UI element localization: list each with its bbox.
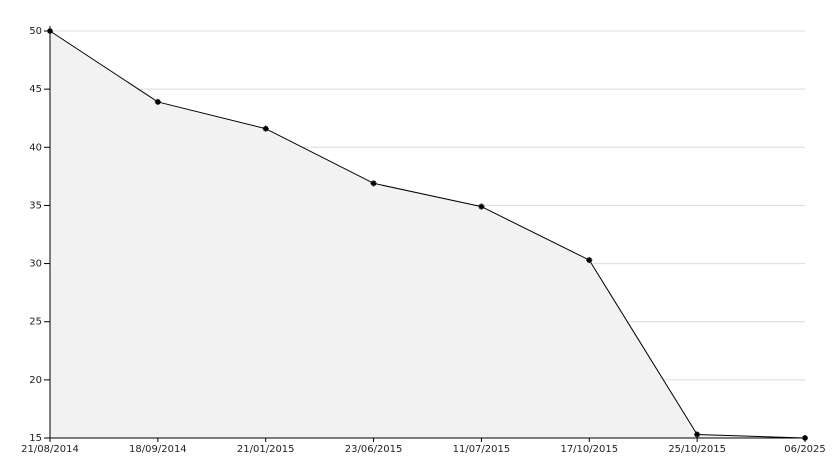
y-tick-label: 30	[29, 259, 42, 270]
x-tick-label: 23/06/2015	[345, 444, 403, 455]
point	[47, 28, 53, 34]
line	[49, 30, 806, 439]
x-tick-label: 25/10/2015	[668, 444, 726, 455]
y-tick-label: 20	[29, 375, 42, 386]
y-tick-label: 50	[29, 26, 42, 37]
point	[370, 180, 377, 187]
area-fill	[50, 31, 805, 438]
x-tick-label: 21/08/2014	[21, 444, 79, 455]
y-tick-label: 45	[29, 84, 42, 95]
point	[154, 98, 161, 105]
x-tick-label: 17/10/2015	[560, 444, 618, 455]
point	[586, 257, 593, 264]
x-tick-label: 21/01/2015	[237, 444, 295, 455]
point	[802, 435, 808, 441]
y-tick-label: 35	[29, 200, 42, 211]
x-tick-label: 11/07/2015	[453, 444, 511, 455]
y-tick-label: 15	[29, 433, 42, 444]
y-tick-label: 25	[29, 317, 42, 328]
point	[694, 431, 701, 438]
point	[478, 203, 485, 210]
x-tick-label: 18/09/2014	[129, 444, 187, 455]
point	[262, 125, 269, 132]
y-tick-label: 40	[29, 142, 42, 153]
x-tick-label: 06/2025	[784, 444, 826, 455]
